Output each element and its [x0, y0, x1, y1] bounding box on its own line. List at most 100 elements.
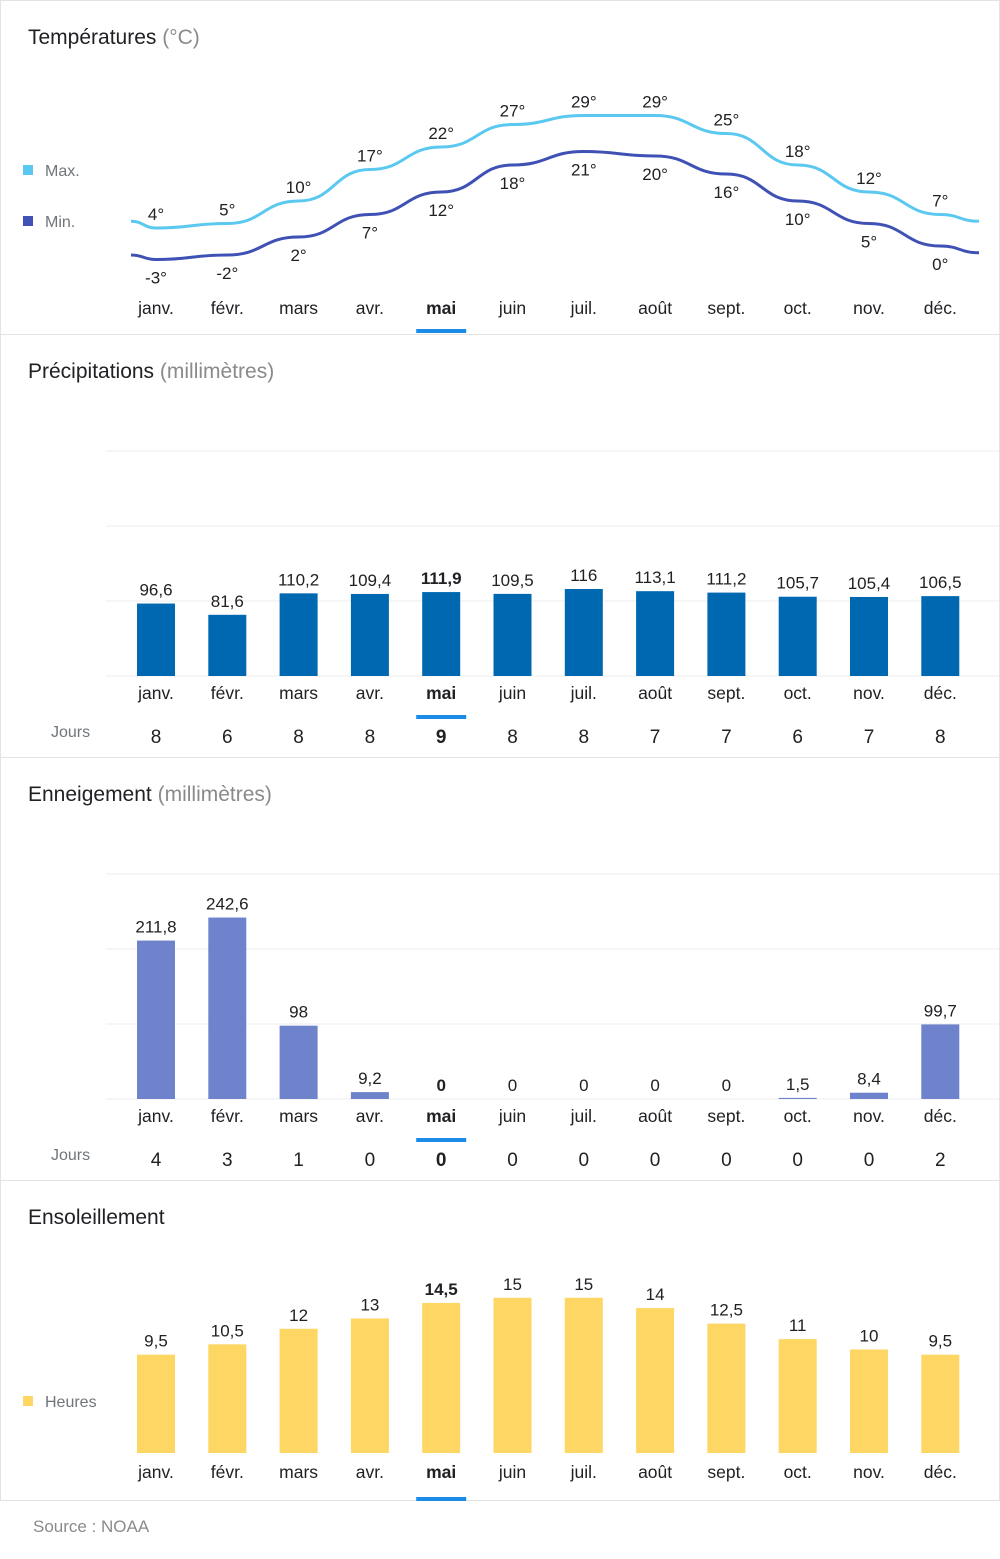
- precip-days-10: 7: [864, 727, 875, 748]
- month-label-1: févr.: [211, 1106, 244, 1126]
- month-label-4: mai: [426, 298, 456, 318]
- precip-days-5: 8: [507, 727, 518, 748]
- sunshine-title: Ensoleillement: [28, 1206, 165, 1229]
- legend-max: Max.: [23, 163, 80, 181]
- month-label-4: mai: [426, 1462, 456, 1482]
- month-label-4: mai: [426, 683, 456, 703]
- bar-value-label-1: 81,6: [211, 592, 244, 611]
- snow-days-10: 0: [864, 1150, 875, 1171]
- frame-left-border: [0, 0, 1, 1501]
- bar-6: [564, 1297, 603, 1453]
- bar-value-label-2: 12: [289, 1306, 308, 1325]
- max-temp-label-3: 17°: [357, 147, 383, 166]
- snow-days-7: 0: [650, 1150, 661, 1171]
- legend-min-label: Min.: [45, 214, 76, 231]
- month-label-9: oct.: [784, 1462, 812, 1482]
- max-temp-label-0: 4°: [148, 205, 164, 224]
- legend-min-swatch: [23, 216, 33, 226]
- month-label-10: nov.: [853, 1462, 885, 1482]
- min-temp-label-6: 21°: [571, 161, 597, 180]
- bar-10: [850, 596, 888, 676]
- bar-11: [921, 596, 960, 676]
- bar-10: [850, 1349, 888, 1453]
- bar-value-label-5: 0: [508, 1076, 517, 1095]
- legend-min: Min.: [23, 214, 75, 232]
- bar-4: [422, 1302, 461, 1453]
- bar-value-label-6: 15: [574, 1275, 593, 1294]
- bar-value-label-4: 0: [436, 1076, 445, 1095]
- month-label-4: mai: [426, 1106, 456, 1126]
- bar-2: [279, 593, 318, 676]
- month-label-2: mars: [279, 683, 318, 703]
- bar-1: [208, 614, 247, 676]
- precip-days-9: 6: [792, 727, 803, 748]
- month-label-7: août: [638, 298, 672, 318]
- month-label-7: août: [638, 1462, 672, 1482]
- precipitation-title-text: Précipitations: [28, 360, 155, 383]
- bar-4: [422, 592, 461, 676]
- month-label-11: déc.: [924, 298, 957, 318]
- bar-value-label-1: 242,6: [206, 895, 249, 914]
- bar-0: [137, 603, 175, 676]
- month-label-7: août: [638, 683, 672, 703]
- month-label-5: juin: [498, 1106, 526, 1126]
- bar-10: [850, 1092, 888, 1099]
- bar-value-label-0: 9,5: [144, 1332, 168, 1351]
- temperature-title: Températures (°C): [28, 26, 200, 50]
- max-temp-label-7: 29°: [642, 93, 668, 112]
- bar-3: [350, 1092, 389, 1099]
- precipitation-chart: 96,6 81,6 110,2 109,4 111,9 109,5 116 113,1 111,…: [106, 450, 999, 748]
- bar-3: [350, 1318, 389, 1453]
- snow-days-5: 0: [507, 1150, 518, 1171]
- min-temp-label-10: 5°: [861, 233, 877, 252]
- month-label-9: oct.: [784, 298, 812, 318]
- month-label-9: oct.: [784, 1106, 812, 1126]
- max-temp-label-1: 5°: [219, 201, 235, 220]
- bar-9: [778, 596, 817, 676]
- precipitation-unit: (millimètres): [159, 360, 275, 383]
- bar-value-label-1: 10,5: [211, 1321, 244, 1340]
- precip-days-3: 8: [365, 727, 376, 748]
- month-label-5: juin: [498, 298, 526, 318]
- bar-value-label-3: 13: [360, 1295, 379, 1314]
- bar-value-label-8: 0: [722, 1076, 731, 1095]
- max-temp-label-10: 12°: [856, 169, 882, 188]
- max-temp-label-4: 22°: [428, 124, 454, 143]
- bar-8: [707, 592, 746, 676]
- bar-8: [707, 1323, 746, 1453]
- month-label-3: avr.: [356, 298, 384, 318]
- min-temp-label-2: 2°: [290, 246, 306, 265]
- bar-value-label-0: 211,8: [135, 918, 176, 937]
- bar-value-label-3: 9,2: [358, 1069, 382, 1088]
- bar-11: [921, 1354, 960, 1453]
- snow-days-2: 1: [293, 1150, 304, 1171]
- bar-11: [921, 1024, 960, 1099]
- bar-value-label-11: 9,5: [928, 1332, 952, 1351]
- selected-month-indicator: [416, 329, 467, 333]
- bar-2: [279, 1025, 318, 1099]
- bar-7: [636, 1308, 675, 1453]
- precip-days-4: 9: [436, 727, 447, 748]
- bar-value-label-5: 109,5: [491, 571, 534, 590]
- month-label-1: févr.: [211, 1462, 244, 1482]
- bar-value-label-7: 0: [650, 1076, 659, 1095]
- month-label-3: avr.: [356, 1106, 384, 1126]
- snow-title: Enneigement (millimètres): [28, 783, 272, 807]
- month-label-2: mars: [279, 298, 318, 318]
- selected-month-indicator: [416, 715, 467, 719]
- month-label-5: juin: [498, 1462, 526, 1482]
- snow-chart: 211,8 242,6 98 9,2 0 0 0 0 0 1,5 8,4 99,7 janv. févr.…: [106, 873, 999, 1171]
- precip-days-11: 8: [935, 727, 946, 748]
- bar-1: [208, 917, 247, 1099]
- month-label-3: avr.: [356, 683, 384, 703]
- snow-days-0: 4: [151, 1150, 162, 1171]
- bar-value-label-0: 96,6: [139, 581, 172, 600]
- precip-days-2: 8: [293, 727, 304, 748]
- max-temp-label-9: 18°: [785, 142, 811, 161]
- month-label-11: déc.: [924, 1462, 957, 1482]
- month-label-2: mars: [279, 1462, 318, 1482]
- snow-days-3: 0: [365, 1150, 376, 1171]
- max-temperature-line: [130, 113, 980, 230]
- sunshine-chart: 9,5 10,5 12 13 14,5 15 15 14 12,5 11 10 9,5 janv. fév…: [137, 1275, 960, 1501]
- snow-panel: Enneigement (millimètres) Jours 211,8 242…: [1, 758, 999, 1181]
